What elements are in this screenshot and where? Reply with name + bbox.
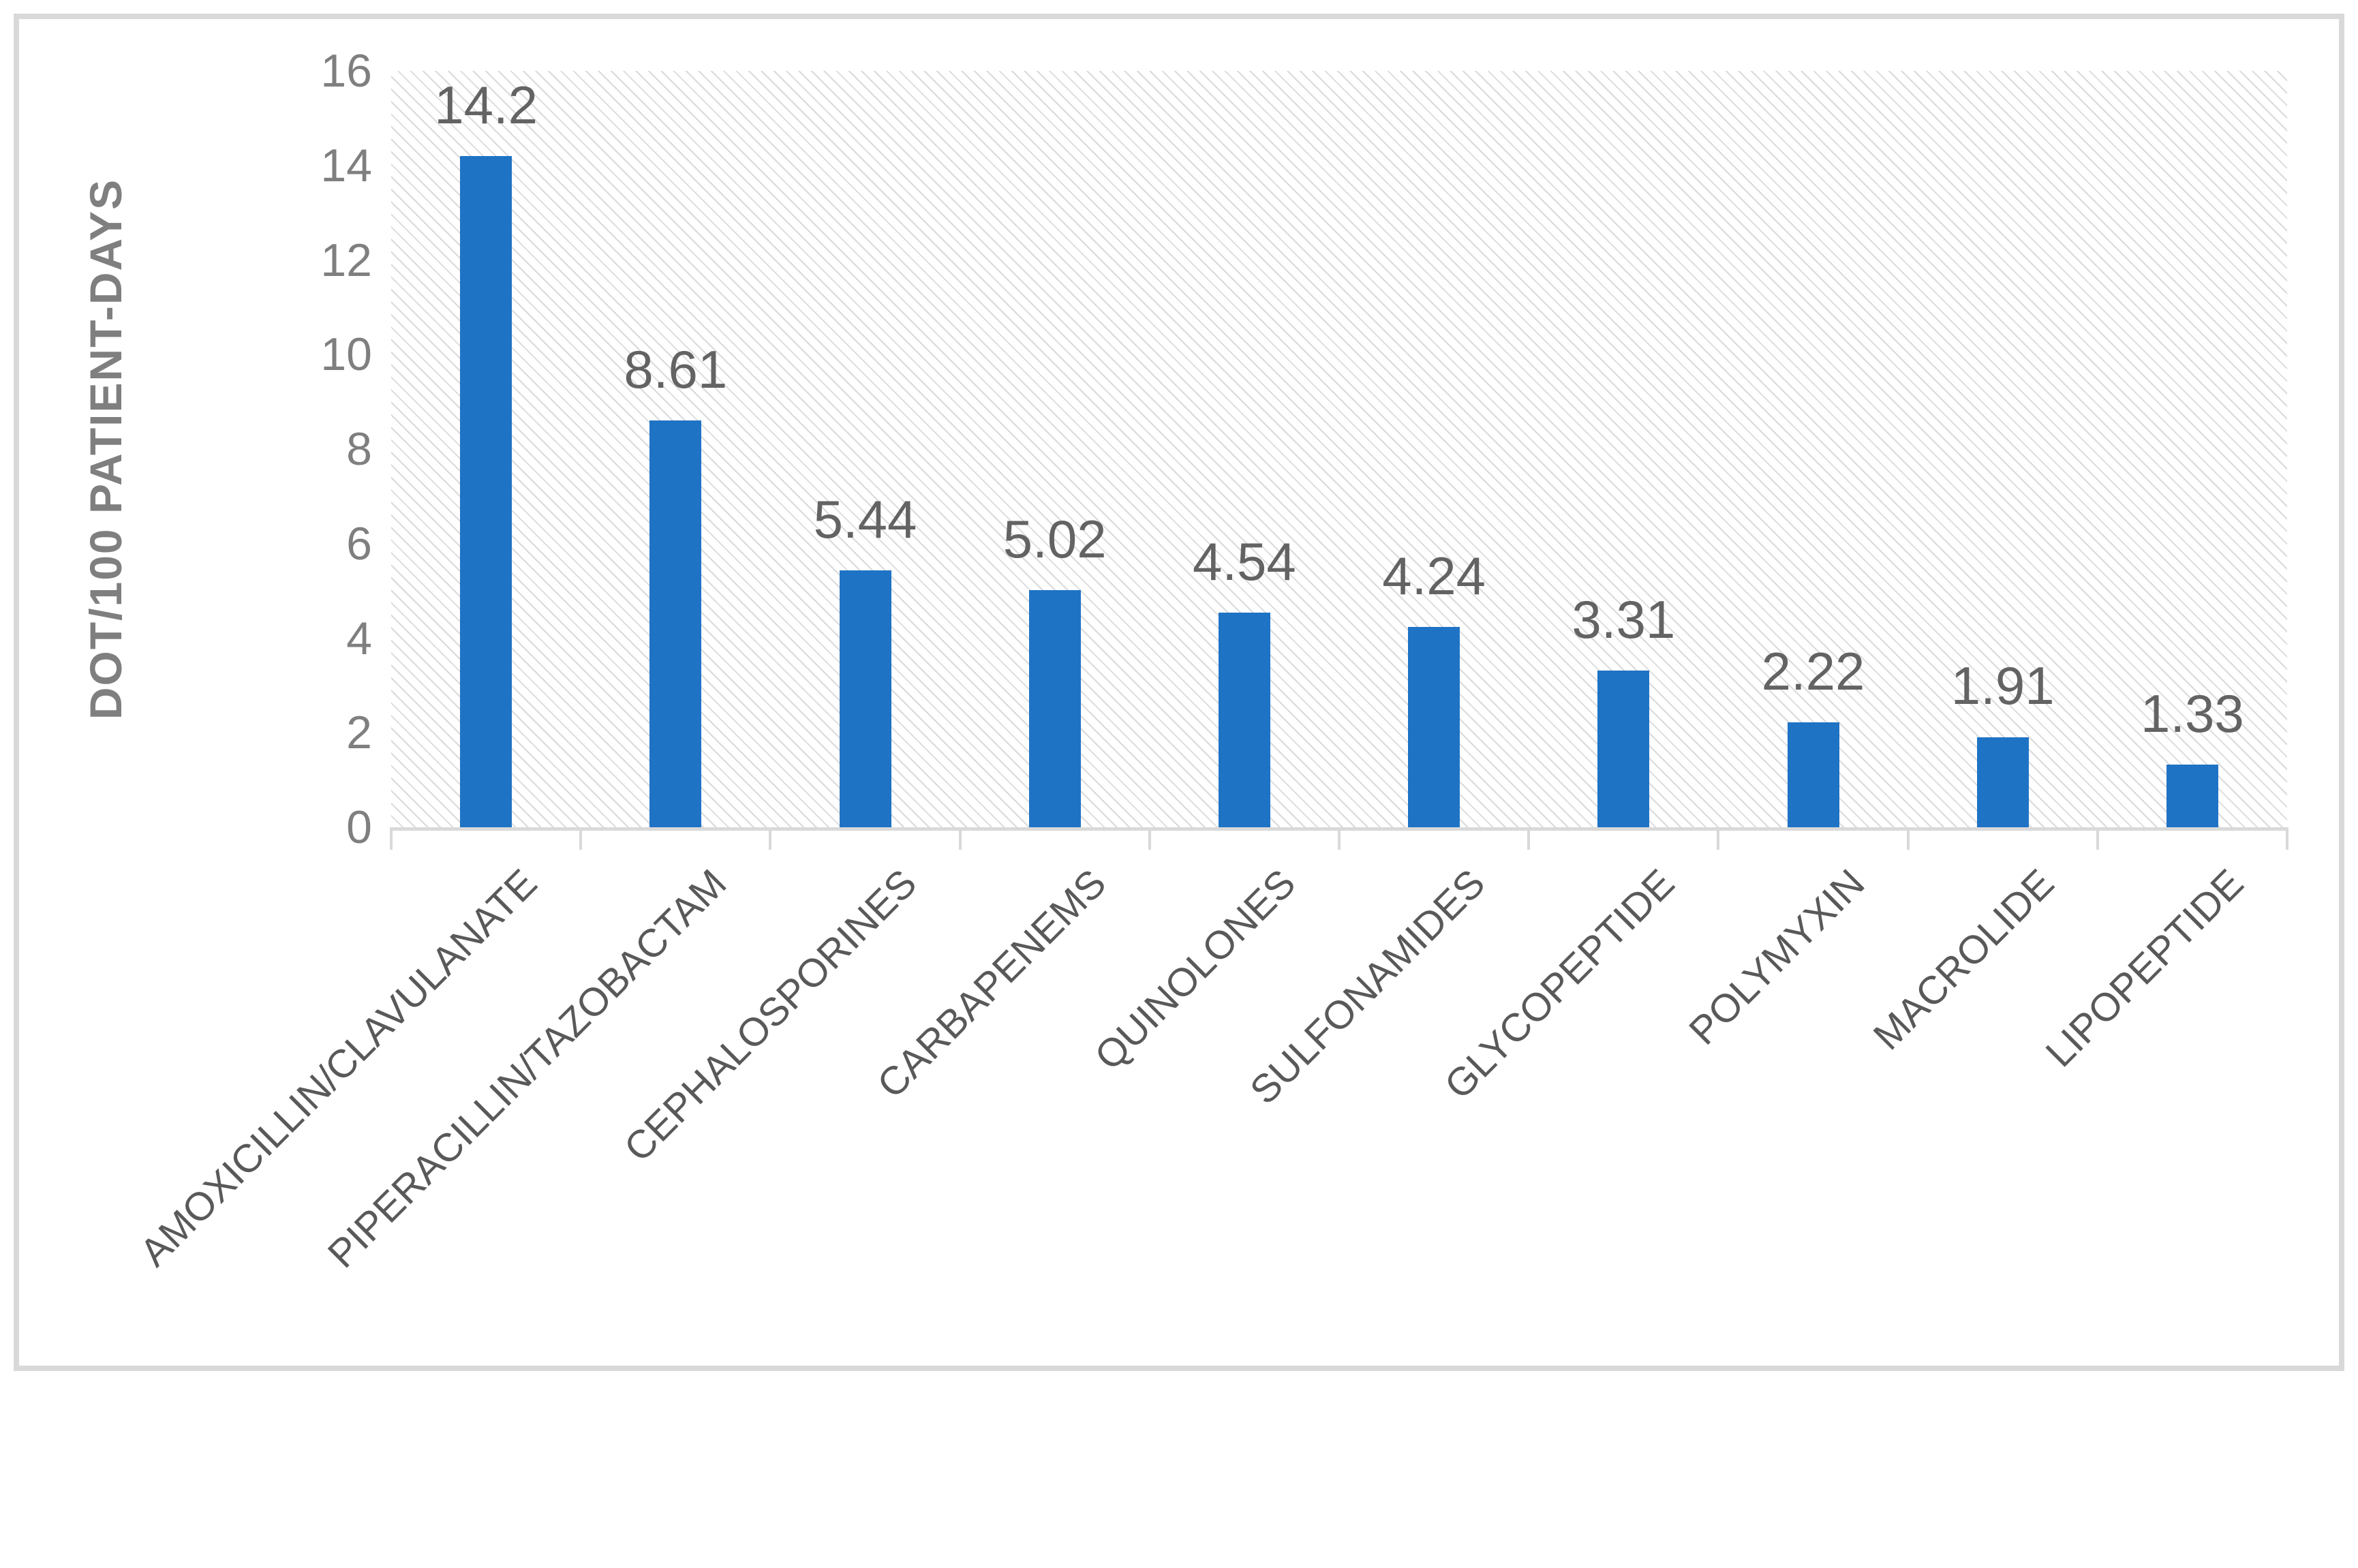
bar: [1787, 722, 1839, 827]
bar: [1028, 589, 1081, 827]
bar: [2166, 764, 2218, 827]
y-axis-tick-label: 14: [320, 139, 372, 191]
bar-value-label: 4.24: [1382, 545, 1486, 606]
bar: [1597, 671, 1650, 827]
x-axis-tick: [1717, 827, 1720, 850]
bar: [649, 420, 702, 827]
x-axis-tick: [958, 827, 962, 850]
x-axis-tick: [1338, 827, 1341, 850]
bar-value-label: 5.02: [1002, 508, 1107, 569]
y-axis-tick-label: 2: [346, 707, 372, 759]
bar: [460, 155, 512, 827]
x-axis-tick: [1527, 827, 1531, 850]
y-axis-tick-label: 10: [320, 328, 372, 381]
bar-value-label: 2.22: [1761, 641, 1865, 701]
bar-value-label: 3.31: [1572, 589, 1676, 650]
x-axis-tick: [769, 827, 772, 850]
x-axis-tick: [2286, 827, 2288, 850]
x-axis-tick: [579, 827, 583, 850]
x-axis-tick: [2096, 827, 2099, 850]
y-axis-tick-label: 6: [346, 517, 372, 570]
y-axis-tick-label: 8: [346, 423, 372, 475]
y-axis-tick-label: 16: [320, 45, 372, 97]
bar: [1976, 737, 2029, 827]
x-axis-tick: [1148, 827, 1151, 850]
y-axis-title: DOT/100 PATIENT-DAYS: [80, 178, 131, 720]
plot-area: [391, 71, 2287, 827]
y-axis-tick-label: 12: [320, 234, 372, 286]
bar-value-label: 4.54: [1192, 532, 1296, 592]
bar: [1218, 613, 1270, 827]
bar-value-label: 1.33: [2140, 683, 2244, 743]
y-axis-tick-label: 4: [346, 612, 372, 664]
y-axis-tick-label: 0: [346, 801, 372, 853]
bar: [1408, 626, 1460, 827]
bar-value-label: 1.91: [1950, 656, 2055, 716]
bar-value-label: 8.61: [624, 339, 728, 399]
bar-value-label: 5.44: [813, 489, 917, 549]
x-axis-tick: [390, 827, 393, 850]
x-axis-tick: [1906, 827, 1910, 850]
bar-value-label: 14.2: [434, 74, 538, 135]
bar: [839, 570, 891, 827]
chart-canvas: DOT/100 PATIENT-DAYS 0 2 4 6 8 10 12 14 16 14.2 8…: [14, 14, 2344, 1371]
